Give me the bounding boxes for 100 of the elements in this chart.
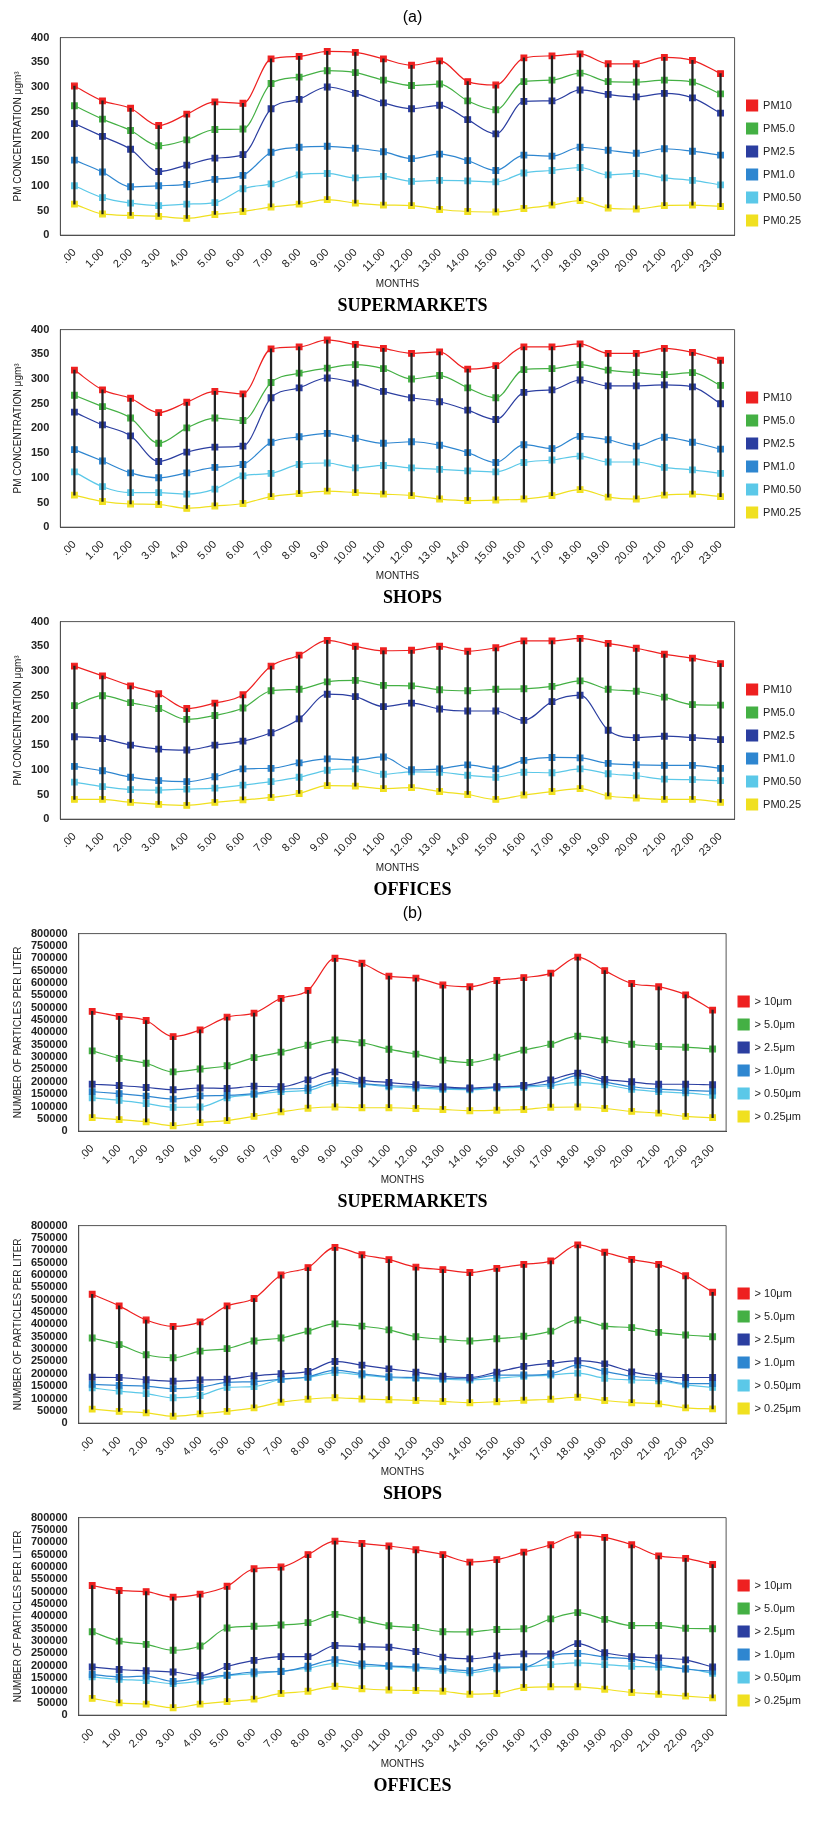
legend-label: > 1.0μm	[754, 1355, 795, 1368]
legend-label: PM10	[763, 682, 792, 695]
x-tick-label: 3.00	[138, 537, 163, 562]
legend-label: PM5.0	[763, 705, 795, 718]
y-tick-label: 650000	[30, 963, 68, 976]
x-tick-label: 4.00	[166, 245, 191, 270]
legend-label: PM0.50	[763, 774, 802, 787]
x-tick-label: 9.00	[307, 537, 331, 562]
y-tick-label: 350000	[30, 1329, 68, 1342]
x-tick-label: 3.00	[138, 829, 163, 854]
legend-label: > 1.0μm	[754, 1063, 795, 1076]
y-tick-label: 600000	[30, 976, 68, 989]
legend-label: > 1.0μm	[754, 1647, 795, 1660]
x-tick-label: 6.00	[222, 829, 247, 854]
text: (b)	[401, 904, 424, 923]
x-axis-title: MONTHS	[375, 277, 420, 289]
y-axis-title: NUMBER OF PARTICLES PER LITER	[11, 1238, 23, 1411]
x-axis-title: MONTHS	[380, 1173, 425, 1185]
y-tick-label: 250000	[30, 1062, 68, 1075]
x-tick-label: 6.00	[233, 1433, 258, 1458]
legend-label: > 2.5μm	[754, 1332, 795, 1345]
x-tick-label: 4.00	[180, 1725, 204, 1750]
x-tick-label: 5.00	[194, 245, 219, 270]
x-tick-label: 7.00	[260, 1141, 285, 1166]
y-tick-label: 150	[30, 446, 50, 459]
y-tick-label: 250000	[30, 1354, 68, 1367]
y-tick-label: 200000	[30, 1366, 68, 1379]
x-tick-label: 8.00	[279, 537, 303, 562]
y-tick-label: 750000	[30, 1230, 68, 1243]
x-tick-label: 5.00	[206, 1725, 231, 1750]
y-tick-label: 400	[30, 322, 50, 335]
x-tick-label: 3.00	[153, 1433, 177, 1458]
x-tick-label: 8.00	[279, 245, 303, 270]
y-axis-title: NUMBER OF PARTICLES PER LITER	[11, 1530, 23, 1703]
y-axis-title: PM CONCENTRATION μgm³	[11, 362, 23, 494]
y-tick-label: 350	[30, 347, 50, 360]
y-tick-label: 0	[61, 1416, 68, 1429]
x-tick-label: 9.00	[314, 1433, 339, 1458]
y-tick-label: 350000	[30, 1621, 68, 1634]
legend-label: > 10μm	[754, 1578, 792, 1591]
x-tick-label: 5.00	[194, 829, 219, 854]
x-tick-label: .00	[58, 829, 78, 850]
legend-label: > 10μm	[754, 994, 792, 1007]
y-tick-label: 300000	[30, 1050, 68, 1063]
y-tick-label: 800000	[30, 1218, 68, 1231]
x-tick-label: 4.00	[180, 1141, 204, 1166]
x-tick-label: 5.00	[194, 537, 219, 562]
y-axis-title: PM CONCENTRATION μgm³	[11, 70, 23, 202]
y-tick-label: 150	[30, 154, 50, 167]
y-tick-label: 350	[30, 639, 50, 652]
y-tick-label: 50000	[37, 1695, 68, 1708]
y-tick-label: 650000	[30, 1547, 68, 1560]
y-tick-label: 550000	[30, 1280, 68, 1293]
y-tick-label: 200000	[30, 1074, 68, 1087]
text: OFFICES	[372, 1774, 453, 1797]
x-tick-label: 5.00	[206, 1433, 231, 1458]
legend-label: > 0.50μm	[754, 1378, 801, 1391]
y-tick-label: 400	[30, 614, 50, 627]
x-tick-label: 8.00	[287, 1433, 312, 1458]
legend-label: > 0.50μm	[754, 1086, 801, 1099]
legend-label: > 5.0μm	[754, 1017, 795, 1030]
x-tick-label: 7.00	[250, 829, 275, 854]
x-tick-label: 7.00	[250, 245, 275, 270]
y-tick-label: 450000	[30, 1013, 68, 1026]
y-tick-label: 0	[43, 812, 50, 825]
x-tick-label: 4.00	[166, 829, 191, 854]
y-tick-label: 300000	[30, 1342, 68, 1355]
y-tick-label: 600000	[30, 1268, 68, 1281]
y-tick-label: 200	[30, 713, 50, 726]
x-tick-label: .00	[76, 1141, 96, 1162]
x-axis-title: MONTHS	[375, 861, 420, 873]
x-tick-label: .00	[76, 1725, 96, 1746]
y-tick-label: 0	[61, 1708, 68, 1721]
y-tick-label: 100000	[30, 1683, 68, 1696]
y-tick-label: 800000	[30, 1510, 68, 1523]
legend-label: > 0.25μm	[754, 1401, 801, 1414]
y-tick-label: 800000	[30, 926, 68, 939]
y-tick-label: 50	[37, 495, 50, 508]
y-tick-label: 350	[30, 55, 50, 68]
x-tick-label: 6.00	[222, 245, 247, 270]
x-tick-label: 4.00	[166, 537, 191, 562]
x-tick-label: 8.00	[279, 829, 303, 854]
y-tick-label: 150	[30, 738, 50, 751]
x-tick-label: 6.00	[233, 1725, 258, 1750]
x-tick-label: 8.00	[287, 1725, 312, 1750]
y-tick-label: 150000	[30, 1671, 68, 1684]
legend-label: > 0.25μm	[754, 1693, 801, 1706]
y-tick-label: 400000	[30, 1317, 68, 1330]
legend-label: PM0.25	[763, 213, 802, 226]
legend-label: > 2.5μm	[754, 1040, 795, 1053]
legend-label: PM2.5	[763, 436, 795, 449]
y-tick-label: 400	[30, 30, 50, 43]
y-tick-label: 50000	[37, 1403, 68, 1416]
legend-label: PM0.50	[763, 190, 802, 203]
y-tick-label: 50	[37, 787, 50, 800]
x-tick-label: .00	[76, 1433, 96, 1454]
x-tick-label: 3.00	[153, 1141, 177, 1166]
legend-label: PM2.5	[763, 728, 795, 741]
text: SUPERMARKETS	[336, 1190, 489, 1213]
y-tick-label: 100	[30, 470, 50, 483]
